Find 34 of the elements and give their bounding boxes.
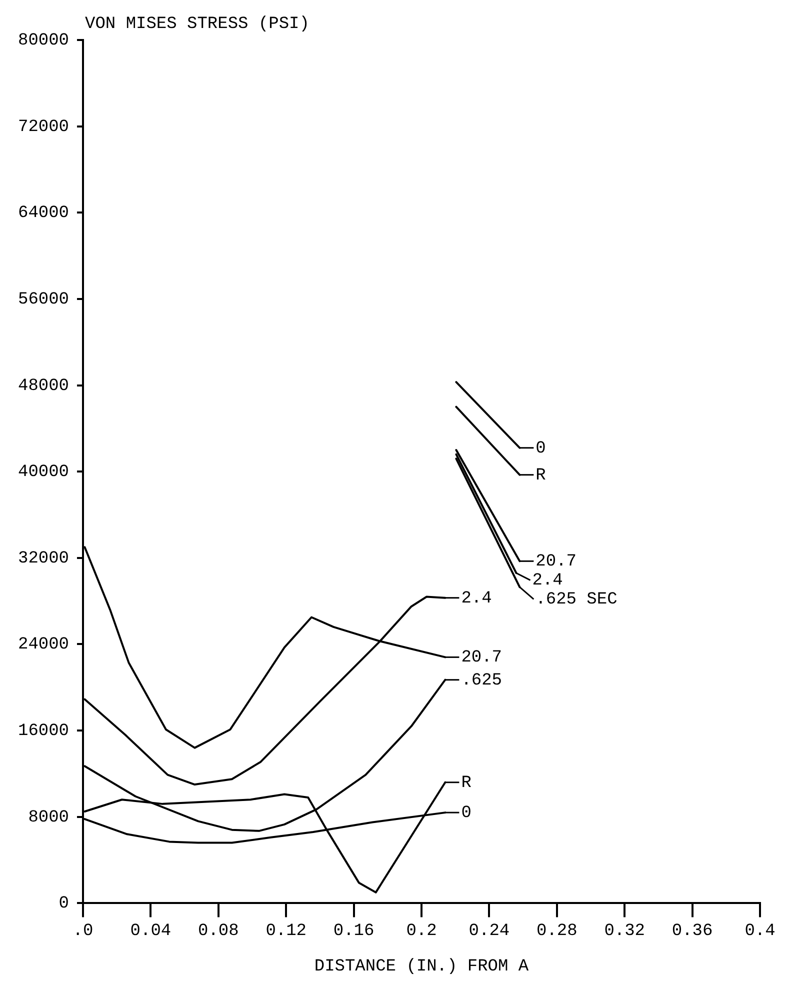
x-tick-label: 0.08 <box>198 922 239 941</box>
y-tick-label: 64000 <box>18 204 70 224</box>
x-tick-label: 0.16 <box>333 922 374 941</box>
legend-label: 20.7 <box>461 648 502 668</box>
x-tick-label: 0.4 <box>744 922 776 941</box>
y-tick-label: 32000 <box>18 549 70 568</box>
legend-label: .625 <box>461 671 502 690</box>
y-tick-label: 40000 <box>18 463 70 482</box>
legend-label: 0 <box>536 439 546 458</box>
x-tick-label: 0.32 <box>604 922 646 941</box>
y-tick-label: 0 <box>58 894 70 914</box>
x-tick-label: 0.28 <box>536 922 578 941</box>
y-tick-label: 72000 <box>18 118 70 137</box>
y-tick-label: 24000 <box>18 636 70 655</box>
x-tick-label: .0 <box>72 922 94 941</box>
x-tick-label: 0.36 <box>672 922 713 941</box>
legend-label: 2.4 <box>461 589 492 608</box>
legend-label: 2.4 <box>532 572 563 591</box>
legend-label: R <box>461 774 472 793</box>
y-tick-label: 56000 <box>18 290 70 310</box>
x-tick-label: 0.12 <box>266 922 307 941</box>
legend-label: 0 <box>461 804 472 824</box>
legend-label: R <box>536 466 546 486</box>
legend-label: 20.7 <box>536 552 576 572</box>
x-tick-label: 0.24 <box>468 922 510 941</box>
y-tick-label: 8000 <box>28 808 70 828</box>
y-tick-label: 48000 <box>18 376 70 396</box>
y-tick-label: 16000 <box>18 722 70 742</box>
x-tick-label: 0.04 <box>130 922 172 941</box>
y-axis-title: VON MISES STRESS (PSI) <box>85 15 310 34</box>
legend-label: .625 SEC <box>536 590 618 610</box>
x-axis-title: DISTANCE (IN.) FROM A <box>314 957 530 976</box>
x-tick-label: 0.2 <box>406 922 437 941</box>
y-tick-label: 80000 <box>18 32 70 50</box>
